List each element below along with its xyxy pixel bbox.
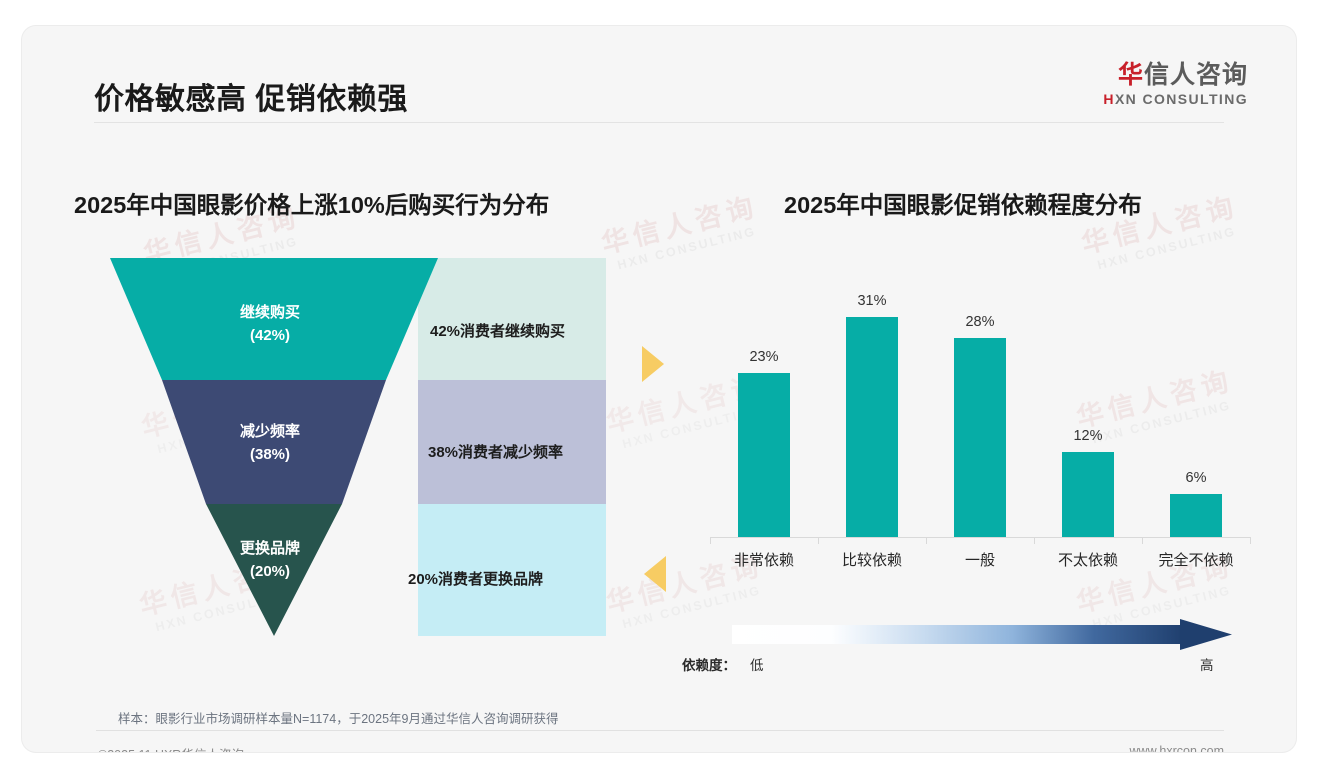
page-title: 价格敏感高 促销依赖强: [94, 83, 408, 116]
source-footnote: 样本：眼影行业市场调研样本量N=1174，于2025年9月通过华信人咨询调研获得: [118, 712, 559, 726]
header-divider: [94, 122, 1224, 123]
axis-tick: [926, 537, 927, 544]
bar-category-label-3: 不太依赖: [1057, 552, 1118, 569]
slide-canvas: 华信人咨询 HXN CONSULTING 华信人咨询 HXN CONSULTIN…: [22, 26, 1296, 752]
brand-logo-cn-rest: 信人咨询: [1143, 61, 1248, 89]
brand-logo: 华信人咨询 HXN CONSULTING: [1103, 62, 1248, 107]
funnel-segment-label-0: 继续购买 (42%): [180, 302, 360, 347]
bar-value-label-2: 28%: [965, 313, 995, 330]
bar-column[interactable]: 23%: [710, 281, 818, 537]
funnel-band-text-0: 42%消费者继续购买: [430, 323, 566, 340]
bar-value-label-0: 23%: [749, 349, 779, 366]
footer-website: www.hxrcon.com: [1129, 744, 1224, 752]
bar-3[interactable]: [1062, 451, 1114, 537]
bar-column[interactable]: 12%: [1034, 281, 1142, 537]
slide-header: 价格敏感高 促销依赖强 华信人咨询 HXN CONSULTING: [22, 26, 1296, 123]
funnel-segment-value-1: (38%): [249, 445, 290, 463]
watermark-en: HXN CONSULTING: [1096, 224, 1238, 273]
brand-logo-en-accent: H: [1103, 91, 1115, 108]
funnel-chart-svg: [110, 258, 606, 636]
funnel-segment-value-0: (42%): [249, 326, 290, 344]
bar-column[interactable]: 31%: [818, 281, 926, 537]
bar-category-label-4: 完全不依赖: [1158, 552, 1234, 569]
bar-category-label-0: 非常依赖: [733, 552, 794, 569]
funnel-band-2: [418, 504, 606, 636]
axis-tick: [710, 537, 711, 544]
left-chart-title: 2025年中国眼影价格上涨10%后购买行为分布: [74, 192, 550, 218]
funnel-segment-1: [162, 380, 386, 504]
triangle-right-icon: [642, 346, 664, 382]
funnel-band-0: [418, 258, 606, 380]
bar-4[interactable]: [1170, 494, 1222, 537]
bar-category-label-1: 比较依赖: [841, 552, 902, 569]
bar-column[interactable]: 6%: [1142, 281, 1250, 537]
gradient-arrow-icon: [732, 619, 1232, 650]
watermark-cn: 华信人咨询: [598, 191, 762, 260]
funnel-band-1: [418, 380, 606, 504]
bar-2[interactable]: [954, 337, 1006, 537]
funnel-segment-name-0: 继续购买: [239, 304, 300, 321]
funnel-segment-name-2: 更换品牌: [239, 540, 300, 557]
funnel-segment-0: [110, 258, 438, 380]
funnel-segment-2: [206, 504, 342, 636]
brand-logo-cn: 华信人咨询: [1103, 62, 1248, 88]
legend-caption: 依赖度：: [682, 658, 736, 673]
bar-0[interactable]: [738, 373, 790, 537]
dependency-bar-chart: 23% 31% 28% 12% 6% 非常依赖 比较依赖 一般 不太依赖 完全不依赖: [682, 281, 1262, 601]
bar-value-label-3: 12%: [1073, 427, 1103, 444]
watermark-en: HXN CONSULTING: [616, 224, 758, 273]
legend-high-label: 高: [1200, 658, 1214, 673]
funnel-chart: 继续购买 (42%) 减少频率 (38%) 更换品牌 (20%) 42%消费者继…: [98, 258, 606, 636]
bar-axis-line: [710, 537, 1250, 538]
dependency-gradient-legend: 依赖度： 低 高: [682, 618, 1242, 680]
triangle-left-icon: [644, 556, 666, 592]
bar-plot-area: 23% 31% 28% 12% 6%: [710, 281, 1250, 537]
bar-column[interactable]: 28%: [926, 281, 1034, 537]
brand-logo-en: HXN CONSULTING: [1103, 91, 1248, 107]
bar-value-label-4: 6%: [1185, 470, 1207, 487]
axis-tick: [818, 537, 819, 544]
right-chart-title: 2025年中国眼影促销依赖程度分布: [784, 192, 1142, 218]
funnel-segment-name-1: 减少频率: [239, 423, 300, 440]
funnel-band-text-1: 38%消费者减少频率: [428, 444, 564, 461]
footer-copyright: ©2025.11 HXR华信人咨询: [98, 744, 244, 752]
axis-tick: [1034, 537, 1035, 544]
funnel-band-text-2: 20%消费者更换品牌: [408, 571, 544, 588]
legend-low-label: 低: [750, 658, 764, 673]
brand-logo-en-rest: XN CONSULTING: [1114, 91, 1248, 108]
footer-divider: [96, 730, 1224, 731]
funnel-segment-value-2: (20%): [249, 562, 290, 580]
bar-category-label-2: 一般: [964, 552, 995, 569]
brand-logo-cn-accent: 华: [1117, 61, 1144, 89]
watermark: 华信人咨询 HXN CONSULTING: [598, 191, 765, 274]
funnel-segment-label-2: 更换品牌 (20%): [180, 538, 360, 583]
axis-tick: [1250, 537, 1251, 544]
bar-value-label-1: 31%: [857, 292, 887, 309]
funnel-segment-label-1: 减少频率 (38%): [180, 421, 360, 466]
bar-1[interactable]: [846, 316, 898, 537]
axis-tick: [1142, 537, 1143, 544]
